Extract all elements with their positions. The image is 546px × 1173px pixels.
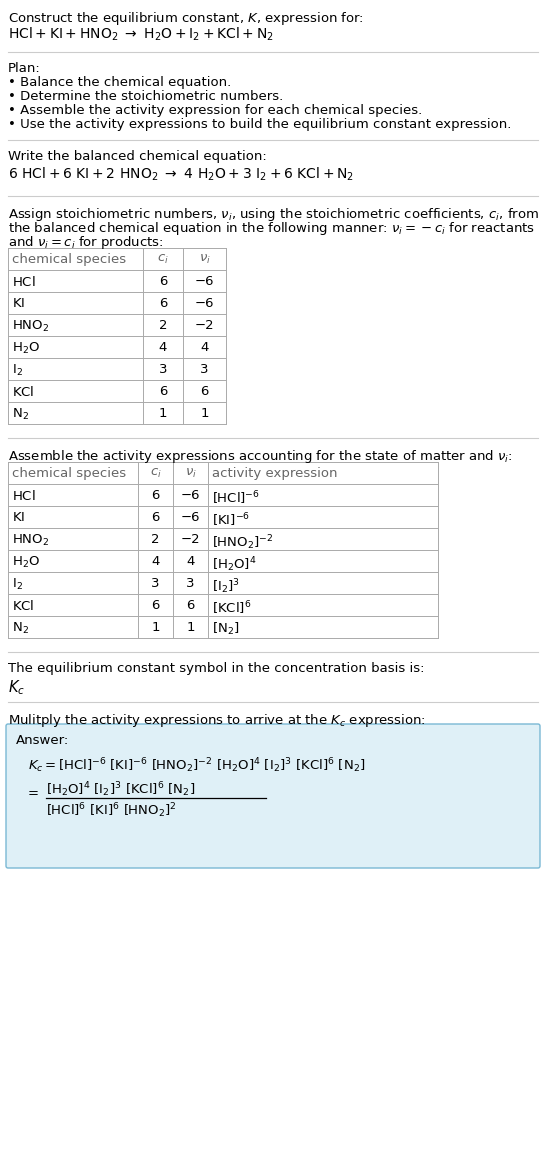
Text: 6: 6 (200, 385, 209, 398)
Text: $\nu_i$: $\nu_i$ (199, 253, 210, 266)
Text: $\mathregular{[I_2]^3}$: $\mathregular{[I_2]^3}$ (212, 577, 240, 596)
Text: $\mathregular{KI}$: $\mathregular{KI}$ (12, 297, 25, 310)
Text: 3: 3 (159, 362, 167, 377)
Text: 4: 4 (186, 555, 195, 568)
Text: • Assemble the activity expression for each chemical species.: • Assemble the activity expression for e… (8, 104, 422, 117)
Text: $\mathregular{[HCl]^6\ [KI]^6\ [HNO_2]^2}$: $\mathregular{[HCl]^6\ [KI]^6\ [HNO_2]^2… (46, 801, 177, 820)
Text: activity expression: activity expression (212, 467, 337, 480)
Text: 6: 6 (151, 489, 159, 502)
Text: $\mathregular{HNO_2}$: $\mathregular{HNO_2}$ (12, 533, 49, 548)
Text: chemical species: chemical species (12, 467, 126, 480)
Text: 6: 6 (159, 274, 167, 289)
Text: 2: 2 (159, 319, 167, 332)
Text: Mulitply the activity expressions to arrive at the $K_c$ expression:: Mulitply the activity expressions to arr… (8, 712, 426, 728)
Text: −2: −2 (181, 533, 200, 545)
Text: $\mathregular{KI}$: $\mathregular{KI}$ (12, 511, 25, 524)
Text: $\mathregular{[HNO_2]^{-2}}$: $\mathregular{[HNO_2]^{-2}}$ (212, 533, 274, 551)
Text: $\mathregular{[KCl]^6}$: $\mathregular{[KCl]^6}$ (212, 599, 251, 617)
Text: $\mathregular{N_2}$: $\mathregular{N_2}$ (12, 621, 29, 636)
Text: $\mathregular{HCl}$: $\mathregular{HCl}$ (12, 274, 35, 289)
Text: −6: −6 (181, 489, 200, 502)
Text: • Determine the stoichiometric numbers.: • Determine the stoichiometric numbers. (8, 90, 283, 103)
Text: $\mathregular{N_2}$: $\mathregular{N_2}$ (12, 407, 29, 422)
Text: Assemble the activity expressions accounting for the state of matter and $\nu_i$: Assemble the activity expressions accoun… (8, 448, 513, 465)
Text: 6: 6 (159, 385, 167, 398)
Text: −6: −6 (195, 297, 214, 310)
Text: 6: 6 (159, 297, 167, 310)
Text: 1: 1 (159, 407, 167, 420)
Text: chemical species: chemical species (12, 253, 126, 266)
Text: $c_i$: $c_i$ (157, 253, 169, 266)
Text: Answer:: Answer: (16, 734, 69, 747)
Text: 6: 6 (151, 599, 159, 612)
Text: $\mathregular{[N_2]}$: $\mathregular{[N_2]}$ (212, 621, 240, 637)
Text: $\mathregular{H_2O}$: $\mathregular{H_2O}$ (12, 341, 40, 357)
Text: $\mathregular{HCl}$: $\mathregular{HCl}$ (12, 489, 35, 503)
Text: −6: −6 (195, 274, 214, 289)
Text: 6: 6 (186, 599, 195, 612)
Text: 4: 4 (159, 341, 167, 354)
Text: 1: 1 (151, 621, 160, 633)
Text: $\mathregular{HNO_2}$: $\mathregular{HNO_2}$ (12, 319, 49, 334)
Text: $c_i$: $c_i$ (150, 467, 162, 480)
Text: and $\nu_i = c_i$ for products:: and $\nu_i = c_i$ for products: (8, 233, 164, 251)
Text: 6: 6 (151, 511, 159, 524)
Text: 1: 1 (200, 407, 209, 420)
Text: 3: 3 (186, 577, 195, 590)
Text: $\mathregular{H_2O}$: $\mathregular{H_2O}$ (12, 555, 40, 570)
Text: 1: 1 (186, 621, 195, 633)
Text: 4: 4 (200, 341, 209, 354)
Text: the balanced chemical equation in the following manner: $\nu_i = -c_i$ for react: the balanced chemical equation in the fo… (8, 221, 535, 237)
Text: $\mathregular{I_2}$: $\mathregular{I_2}$ (12, 577, 23, 592)
Text: 4: 4 (151, 555, 159, 568)
Text: $K_c$: $K_c$ (8, 678, 25, 697)
Text: Plan:: Plan: (8, 62, 41, 75)
Text: =: = (28, 787, 39, 800)
Text: $K_c = \mathregular{[HCl]^{-6}\ [KI]^{-6}\ [HNO_2]^{-2}\ [H_2O]^{4}\ [I_2]^{3}\ : $K_c = \mathregular{[HCl]^{-6}\ [KI]^{-6… (28, 757, 365, 774)
Text: 3: 3 (151, 577, 160, 590)
Text: $\mathregular{[H_2O]^4}$: $\mathregular{[H_2O]^4}$ (212, 555, 257, 574)
Text: −2: −2 (195, 319, 215, 332)
Text: $\mathregular{[KI]^{-6}}$: $\mathregular{[KI]^{-6}}$ (212, 511, 250, 529)
Text: • Balance the chemical equation.: • Balance the chemical equation. (8, 76, 232, 89)
Text: • Use the activity expressions to build the equilibrium constant expression.: • Use the activity expressions to build … (8, 118, 512, 131)
Text: Assign stoichiometric numbers, $\nu_i$, using the stoichiometric coefficients, $: Assign stoichiometric numbers, $\nu_i$, … (8, 206, 539, 223)
Text: Write the balanced chemical equation:: Write the balanced chemical equation: (8, 150, 267, 163)
Text: $\mathregular{KCl}$: $\mathregular{KCl}$ (12, 599, 34, 613)
Text: $\mathregular{[H_2O]^4\ [I_2]^3\ [KCl]^6\ [N_2]}$: $\mathregular{[H_2O]^4\ [I_2]^3\ [KCl]^6… (46, 780, 195, 799)
Text: $\mathregular{KCl}$: $\mathregular{KCl}$ (12, 385, 34, 399)
Text: −6: −6 (181, 511, 200, 524)
Text: 3: 3 (200, 362, 209, 377)
Text: 2: 2 (151, 533, 160, 545)
Text: $\mathregular{HCl + KI + HNO_2}$ $\mathregular{\rightarrow}$ $\mathregular{H_2O : $\mathregular{HCl + KI + HNO_2}$ $\mathr… (8, 26, 274, 43)
Text: $\nu_i$: $\nu_i$ (185, 467, 197, 480)
Text: $\mathregular{[HCl]^{-6}}$: $\mathregular{[HCl]^{-6}}$ (212, 489, 260, 507)
Text: Construct the equilibrium constant, $K$, expression for:: Construct the equilibrium constant, $K$,… (8, 11, 364, 27)
Text: $\mathregular{6\ HCl + 6\ KI + 2\ HNO_2 \ \rightarrow \ 4\ H_2O + 3\ I_2 + 6\ KC: $\mathregular{6\ HCl + 6\ KI + 2\ HNO_2 … (8, 167, 354, 183)
FancyBboxPatch shape (6, 724, 540, 868)
Text: $\mathregular{I_2}$: $\mathregular{I_2}$ (12, 362, 23, 378)
Text: The equilibrium constant symbol in the concentration basis is:: The equilibrium constant symbol in the c… (8, 662, 424, 674)
